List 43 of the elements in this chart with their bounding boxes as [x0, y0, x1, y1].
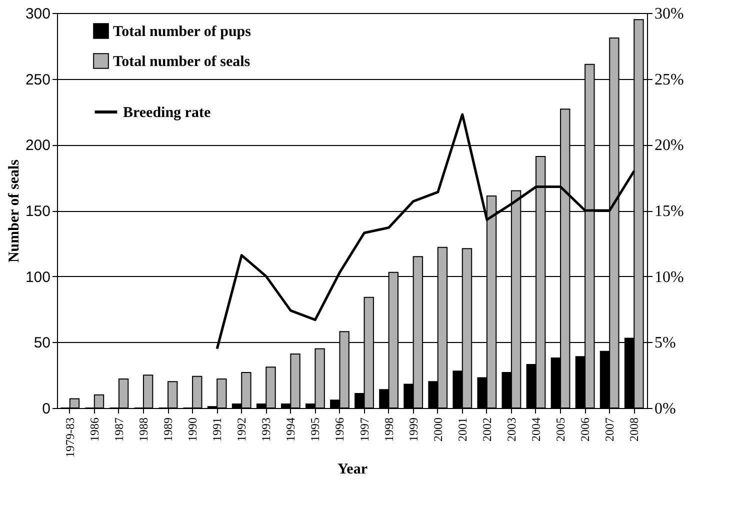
x-tick-label: 2004: [528, 418, 543, 442]
x-tick-label: 1986: [87, 418, 102, 442]
x-tick-label: 1992: [234, 418, 249, 442]
x-tick-label: 1993: [259, 418, 274, 442]
y-tick-label: 250: [25, 71, 50, 88]
y-tick-label: 300: [25, 6, 50, 22]
x-tick-label: 1991: [210, 418, 224, 442]
y2-tick-label: 20%: [654, 137, 684, 154]
legend-label: Breeding rate: [123, 105, 211, 121]
x-tick-label: 1987: [112, 418, 126, 442]
legend-label: Total number of pups: [113, 24, 252, 40]
x-tick-label: 2000: [430, 418, 445, 442]
y2-tick-label: 10%: [654, 268, 684, 286]
x-tick-label: 2008: [627, 418, 642, 442]
x-tick-label: 1999: [406, 418, 420, 442]
x-tick-label: 1989: [161, 418, 176, 442]
x-tick-label: 2006: [578, 418, 592, 442]
x-axis-title: Year: [338, 461, 368, 478]
y-tick-label: 50: [34, 334, 50, 352]
y2-tick-label: 0%: [654, 400, 676, 418]
y2-tick-label: 25%: [654, 71, 684, 88]
y-tick-label: 150: [25, 203, 50, 220]
x-tick-label: 2005: [554, 418, 568, 442]
x-tick-label: 1997: [357, 418, 372, 442]
x-tick-label: 2007: [602, 418, 617, 442]
y-tick-label: 100: [25, 268, 50, 286]
x-tick-label: 1988: [136, 418, 150, 442]
x-tick-label: 1990: [186, 418, 200, 442]
x-tick-label: 2003: [504, 418, 518, 442]
y-tick-label: 200: [25, 137, 50, 154]
legend-label: Total number of seals: [113, 54, 250, 70]
y2-tick-label: 30%: [654, 6, 684, 22]
y-tick-label: 0: [42, 400, 50, 418]
x-tick-label: 1994: [284, 418, 298, 442]
x-tick-label: 2002: [480, 418, 494, 442]
x-tick-label: 1996: [332, 418, 347, 442]
y-axis-title: Number of seals: [6, 159, 22, 263]
x-tick-label: 1995: [308, 418, 322, 442]
x-tick-label: 1998: [382, 418, 396, 442]
x-tick-label: 1979-83: [62, 418, 77, 458]
y2-tick-label: 5%: [654, 334, 676, 352]
x-tick-label: 2001: [455, 418, 470, 442]
y2-tick-label: 15%: [654, 203, 684, 220]
